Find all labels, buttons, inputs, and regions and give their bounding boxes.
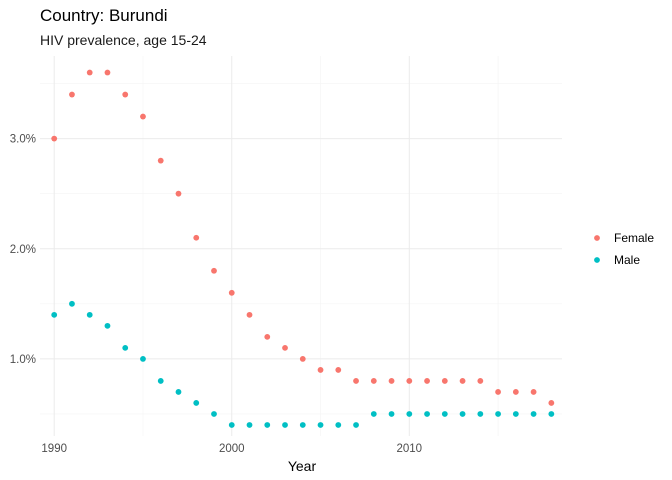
legend-key-male — [594, 257, 600, 263]
point-male — [175, 389, 182, 395]
point-female — [104, 69, 111, 76]
point-female — [122, 91, 129, 98]
point-male — [388, 411, 395, 417]
point-female — [317, 367, 324, 373]
grid — [40, 56, 562, 436]
point-male — [299, 422, 306, 428]
point-female — [441, 378, 448, 384]
legend-label-male: Male — [614, 253, 640, 267]
point-female — [530, 389, 537, 395]
point-female — [335, 367, 342, 373]
point-male — [104, 322, 111, 329]
point-female — [370, 378, 377, 384]
point-male — [317, 422, 324, 428]
x-tick-label: 2000 — [219, 443, 245, 455]
point-male — [282, 422, 288, 428]
point-female — [495, 389, 501, 395]
point-female — [175, 190, 182, 197]
point-female — [299, 355, 306, 362]
point-male — [157, 378, 164, 384]
point-male — [459, 411, 466, 417]
point-male — [370, 411, 377, 417]
point-male — [211, 411, 217, 417]
point-male — [69, 300, 75, 307]
y-tick-label: 2.0% — [10, 244, 36, 256]
legend-key-female — [594, 235, 600, 241]
point-female — [69, 91, 75, 98]
point-female — [211, 267, 217, 274]
point-female — [459, 378, 466, 384]
point-male — [264, 422, 271, 428]
point-female — [353, 378, 359, 384]
point-male — [477, 411, 484, 417]
point-female — [282, 344, 288, 351]
point-male — [353, 422, 359, 428]
point-male — [424, 411, 430, 417]
legend: Female Male — [594, 231, 654, 267]
x-axis-ticks: 1990 2000 2010 — [41, 443, 422, 455]
point-male — [495, 411, 501, 417]
point-female — [548, 400, 555, 406]
point-female — [86, 69, 93, 76]
data-points — [51, 69, 555, 428]
y-tick-label: 3.0% — [10, 134, 36, 146]
point-male — [122, 344, 129, 351]
point-male — [51, 311, 58, 318]
point-female — [512, 389, 519, 395]
point-male — [335, 422, 342, 428]
point-female — [51, 135, 58, 142]
x-axis-title: Year — [288, 458, 317, 474]
point-male — [548, 411, 555, 417]
point-female — [228, 289, 235, 296]
point-male — [530, 411, 537, 417]
point-male — [246, 422, 253, 428]
x-tick-label: 1990 — [41, 443, 67, 455]
point-male — [512, 411, 519, 417]
point-female — [477, 378, 484, 384]
y-axis-ticks: 1.0% 2.0% 3.0% — [10, 134, 36, 366]
point-male — [441, 411, 448, 417]
point-female — [140, 113, 146, 120]
point-male — [140, 355, 146, 362]
chart-title: Country: Burundi — [40, 6, 168, 25]
point-male — [228, 422, 235, 428]
chart-subtitle: HIV prevalence, age 15-24 — [40, 32, 207, 48]
point-female — [246, 311, 253, 318]
point-male — [406, 411, 413, 417]
point-female — [157, 157, 164, 164]
point-female — [264, 333, 271, 340]
point-male — [193, 400, 200, 406]
y-tick-label: 1.0% — [10, 354, 36, 366]
point-female — [406, 378, 413, 384]
point-male — [86, 311, 93, 318]
point-female — [388, 378, 395, 384]
x-tick-label: 2010 — [397, 443, 423, 455]
point-female — [193, 234, 200, 241]
legend-label-female: Female — [614, 231, 654, 245]
point-female — [424, 378, 430, 384]
